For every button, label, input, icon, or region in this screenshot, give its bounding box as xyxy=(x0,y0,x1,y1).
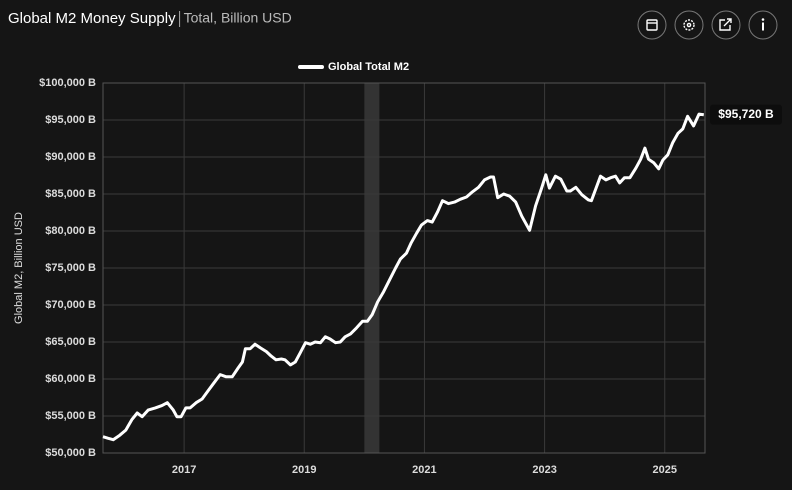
calendar-button[interactable] xyxy=(637,10,667,40)
x-tick-label: 2019 xyxy=(292,464,316,476)
button-circle[interactable] xyxy=(674,10,704,40)
calendar-icon xyxy=(646,19,658,31)
button-circle[interactable] xyxy=(637,10,667,40)
chart-subtitle: Total, Billion USD xyxy=(184,10,292,26)
y-tick-label: $75,000 B xyxy=(45,262,96,274)
x-tick-label: 2017 xyxy=(172,464,196,476)
y-tick-label: $90,000 B xyxy=(45,151,96,163)
y-tick-label: $70,000 B xyxy=(45,299,96,311)
settings-button[interactable] xyxy=(674,10,704,40)
value-label: $95,720 B xyxy=(718,107,774,121)
y-tick-label: $65,000 B xyxy=(45,336,96,348)
x-tick-label: 2025 xyxy=(653,464,677,476)
info-stem xyxy=(762,22,764,31)
x-tick-label: 2021 xyxy=(412,464,436,476)
chart-title: Global M2 Money Supply xyxy=(8,10,176,27)
y-tick-label: $50,000 B xyxy=(45,447,96,459)
y-tick-label: $55,000 B xyxy=(45,410,96,422)
series-line xyxy=(102,112,704,442)
share-button[interactable] xyxy=(711,10,741,40)
gear-hole xyxy=(686,22,692,28)
info-button[interactable] xyxy=(748,10,778,40)
y-axis-label: Global M2, Billion USD xyxy=(13,212,25,324)
plot-border xyxy=(102,82,706,454)
y-tick-label: $100,000 B xyxy=(39,77,96,89)
y-tick-label: $85,000 B xyxy=(45,188,96,200)
y-tick-label: $95,000 B xyxy=(45,114,96,126)
external-link-icon xyxy=(719,18,732,31)
info-dot xyxy=(761,18,765,21)
y-tick-label: $60,000 B xyxy=(45,373,96,385)
legend-label: Global Total M2 xyxy=(328,61,409,73)
value-label-box xyxy=(710,104,782,125)
gear-icon xyxy=(683,19,695,31)
x-tick-label: 2023 xyxy=(532,464,556,476)
button-circle[interactable] xyxy=(711,10,741,40)
y-tick-label: $80,000 B xyxy=(45,225,96,237)
